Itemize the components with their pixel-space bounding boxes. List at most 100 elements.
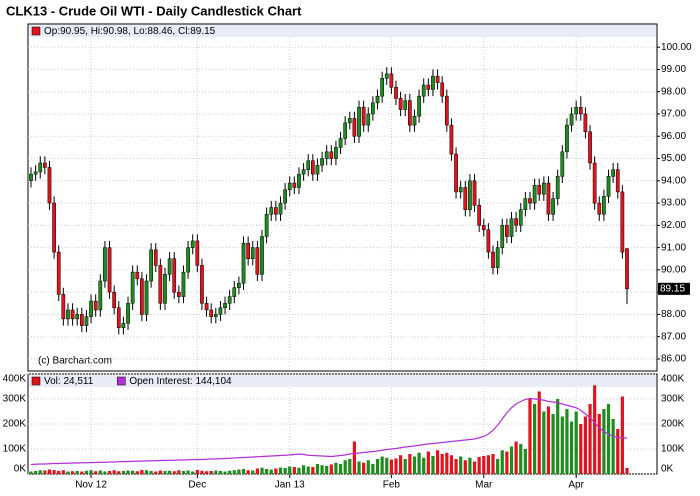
legend-bar — [29, 375, 656, 387]
candle-body — [320, 158, 324, 166]
candle-body — [398, 98, 403, 110]
volume-bar — [597, 414, 601, 474]
candle-body — [75, 314, 80, 320]
legend-label: Open Interest: 144,104 — [129, 376, 232, 387]
candle-body — [431, 75, 435, 90]
candle-body — [227, 296, 232, 304]
volume-bar — [204, 471, 209, 474]
candle-body — [602, 196, 606, 215]
volume-bar — [131, 470, 135, 474]
candle-body — [163, 274, 167, 304]
volume-bar — [34, 471, 38, 474]
volume-bar — [168, 470, 172, 474]
candle-body — [505, 225, 509, 237]
volume-bar — [200, 470, 204, 474]
candle-body — [246, 242, 250, 259]
legend-swatch — [117, 376, 126, 386]
volume-bar — [472, 461, 477, 474]
y-tick-label: 95.00 — [661, 153, 686, 164]
volume-bar — [338, 464, 343, 474]
volume-bar — [417, 452, 421, 474]
volume-bar — [440, 454, 444, 474]
candle-body — [592, 162, 597, 204]
candle-body — [421, 84, 426, 97]
volume-bar — [158, 470, 162, 474]
candle-body — [70, 309, 75, 320]
candle-body — [103, 247, 107, 282]
candle-body — [528, 198, 532, 204]
volume-bar — [329, 464, 333, 474]
volume-bar — [477, 457, 481, 474]
candle-body — [200, 265, 204, 304]
volume-bar — [172, 471, 176, 474]
volume-bar — [357, 461, 361, 474]
candle-body — [56, 251, 61, 295]
volume-bar — [509, 446, 514, 474]
volume-bar — [112, 470, 116, 474]
candle-body — [583, 113, 588, 133]
y-tick-label: 300K — [3, 394, 27, 405]
volume-bar — [241, 469, 246, 474]
candle-body — [444, 95, 449, 126]
candle-body — [458, 187, 463, 193]
info-bar — [29, 25, 656, 37]
x-tick-label: Feb — [383, 480, 401, 491]
volume-bar — [251, 470, 255, 474]
candle-body — [560, 151, 565, 177]
candle-body — [43, 162, 47, 168]
volume-bar — [606, 404, 611, 474]
candle-body — [380, 78, 384, 97]
volume-bar — [620, 396, 624, 474]
candle-body — [237, 282, 241, 288]
candle-body — [93, 300, 98, 311]
candle-body — [361, 107, 366, 126]
candle-body — [209, 309, 214, 317]
volume-bar — [149, 471, 153, 474]
volume-bar — [375, 459, 380, 474]
candle-body — [144, 280, 149, 315]
volume-bar — [311, 467, 315, 474]
candle-body — [375, 95, 380, 104]
candle-body — [52, 202, 56, 253]
y-tick-label: 96.00 — [661, 131, 686, 142]
volume-bar — [306, 466, 310, 474]
volume-bar — [399, 455, 403, 474]
volume-bar — [186, 470, 190, 474]
candle-body — [565, 124, 569, 153]
candle-body — [264, 213, 269, 237]
volume-bar — [431, 456, 435, 474]
candle-body — [167, 258, 172, 275]
candle-body — [463, 187, 468, 210]
volume-bar — [496, 459, 500, 474]
volume-bar — [482, 456, 486, 474]
volume-bar — [551, 414, 555, 474]
volume-bar — [380, 456, 384, 474]
volume-bar — [588, 404, 592, 474]
candle-body — [116, 307, 121, 329]
y-tick-label: 100K — [661, 444, 685, 455]
volume-bar — [121, 471, 126, 474]
candle-body — [306, 160, 311, 170]
candle-body — [597, 202, 602, 215]
candle-body — [486, 229, 491, 253]
candle-body — [301, 169, 306, 175]
volume-bar — [278, 467, 283, 474]
candle-body — [135, 271, 140, 280]
info-swatch — [31, 26, 41, 36]
chart-title: CLK13 - Crude Oil WTI - Daily Candlestic… — [6, 3, 302, 18]
candle-body — [287, 182, 292, 190]
volume-bar — [232, 470, 236, 474]
candle-body — [38, 162, 43, 173]
candle-body — [615, 169, 620, 193]
candle-body — [509, 218, 514, 237]
candle-body — [338, 138, 343, 148]
volume-bar — [602, 409, 606, 474]
volume-bar — [403, 459, 407, 474]
volume-bar — [435, 450, 440, 474]
y-tick-label: 87.00 — [661, 331, 686, 342]
volume-bar — [611, 419, 615, 474]
candle-body — [61, 294, 66, 320]
candle-body — [574, 107, 579, 115]
candle-body — [149, 249, 153, 282]
volume-bar — [348, 459, 352, 474]
